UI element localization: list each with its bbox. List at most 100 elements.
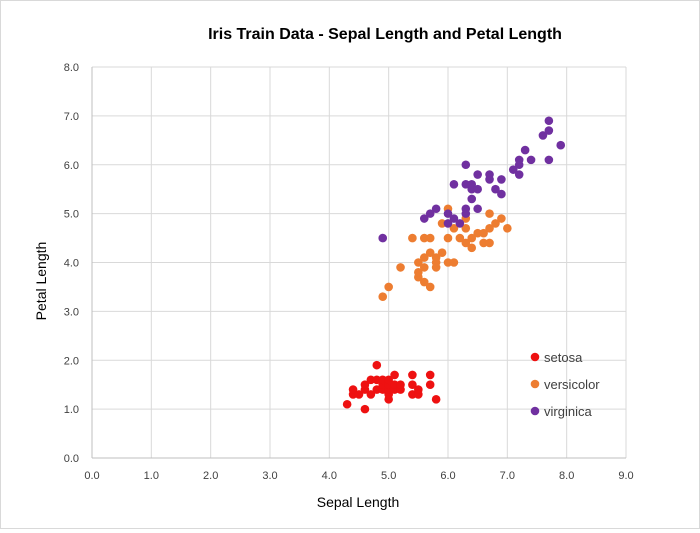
versicolor-point	[455, 233, 465, 243]
gridlines	[92, 66, 627, 458]
versicolor-point	[384, 282, 393, 292]
virginica-point	[520, 145, 530, 155]
setosa-point	[414, 385, 423, 394]
versicolor-point	[449, 258, 459, 267]
setosa-point	[354, 390, 364, 399]
setosa-point	[425, 380, 435, 389]
versicolor-point	[419, 233, 429, 243]
setosa-point	[366, 375, 376, 385]
versicolor-point	[378, 292, 388, 302]
y-tick-label: 2.0	[64, 355, 79, 367]
x-tick-label: 8.0	[559, 470, 574, 482]
versicolor-point	[491, 219, 500, 228]
virginica-point	[544, 116, 554, 126]
versicolor-point	[425, 233, 435, 243]
versicolor-point	[443, 233, 453, 243]
setosa-point	[378, 375, 388, 385]
virginica-point	[425, 209, 435, 218]
y-tick-label: 0.0	[64, 453, 79, 465]
virginica-point	[467, 180, 477, 189]
versicolor-point	[425, 248, 435, 258]
virginica-point	[473, 204, 482, 214]
x-tick-label: 7.0	[500, 470, 515, 482]
x-tick-label: 4.0	[322, 470, 337, 482]
versicolor-point	[419, 263, 429, 272]
virginica-point	[514, 170, 524, 179]
legend-label-setosa: setosa	[544, 350, 583, 365]
setosa-point	[360, 380, 370, 389]
versicolor-point	[485, 223, 494, 233]
virginica-point	[449, 180, 459, 189]
y-tick-label: 7.0	[64, 111, 79, 123]
legend: setosa versicolor virginica	[530, 350, 600, 419]
virginica-point	[508, 165, 518, 174]
virginica-point	[514, 155, 524, 165]
virginica-point	[461, 180, 471, 189]
x-tick-label: 2.0	[203, 470, 218, 482]
tick-labels: 0.0 1.0 2.0 3.0 4.0 5.0 6.0 7.0 8.0 9.0 0.0 1.0 2.0 3…	[64, 62, 634, 482]
virginica-point	[467, 194, 477, 204]
virginica-point	[497, 175, 506, 184]
setosa-point	[366, 390, 376, 399]
legend-marker-virginica	[530, 406, 540, 416]
setosa-point	[348, 385, 358, 394]
virginica-point	[485, 170, 494, 179]
setosa-point	[396, 380, 405, 389]
virginica-point	[461, 204, 471, 214]
legend-marker-setosa	[530, 352, 540, 362]
versicolor-point	[408, 233, 417, 243]
virginica-point	[443, 219, 453, 228]
x-tick-label: 5.0	[381, 470, 396, 482]
legend-label-virginica: virginica	[544, 404, 592, 419]
setosa-point	[360, 404, 370, 414]
y-axis-label: Petal Length	[33, 242, 49, 321]
virginica-point	[473, 184, 482, 194]
versicolor-point	[419, 253, 429, 262]
virginica-point	[491, 184, 500, 194]
versicolor-point	[414, 267, 423, 277]
y-tick-label: 1.0	[64, 404, 79, 416]
versicolor-point	[485, 209, 494, 218]
data-points	[342, 116, 566, 414]
versicolor-point	[449, 223, 459, 233]
setosa-point	[408, 380, 417, 389]
chart-title: Iris Train Data - Sepal Length and Petal…	[208, 26, 562, 43]
versicolor-point	[414, 258, 423, 267]
versicolor-point	[437, 248, 447, 258]
y-tick-label: 8.0	[64, 62, 79, 74]
y-tick-label: 4.0	[64, 258, 79, 270]
virginica-point	[419, 214, 429, 223]
virginica-point	[544, 155, 554, 165]
versicolor-point	[473, 228, 482, 238]
virginica-point	[526, 155, 536, 165]
axes	[91, 67, 626, 459]
versicolor-point	[467, 233, 477, 243]
setosa-point	[384, 375, 393, 385]
setosa-point	[431, 395, 441, 404]
setosa-point	[408, 390, 417, 399]
versicolor-point	[437, 219, 447, 228]
legend-marker-versicolor	[530, 379, 540, 389]
virginica-point	[473, 170, 482, 179]
setosa-point	[372, 360, 382, 370]
versicolor-point	[431, 253, 441, 262]
setosa-point	[425, 370, 435, 380]
versicolor-point	[425, 282, 435, 292]
x-axis-label: Sepal Length	[317, 494, 400, 510]
virginica-point	[538, 131, 548, 140]
versicolor-point	[479, 228, 488, 238]
setosa-point	[372, 385, 382, 394]
virginica-point	[556, 140, 566, 150]
x-tick-label: 3.0	[262, 470, 277, 482]
x-tick-label: 9.0	[618, 470, 633, 482]
versicolor-point	[461, 238, 471, 248]
versicolor-point	[467, 243, 477, 253]
versicolor-point	[503, 223, 512, 233]
y-tick-label: 5.0	[64, 209, 79, 221]
legend-label-versicolor: versicolor	[544, 377, 600, 392]
virginica-point	[461, 160, 471, 170]
versicolor-point	[419, 277, 429, 287]
virginica-point	[544, 126, 554, 135]
